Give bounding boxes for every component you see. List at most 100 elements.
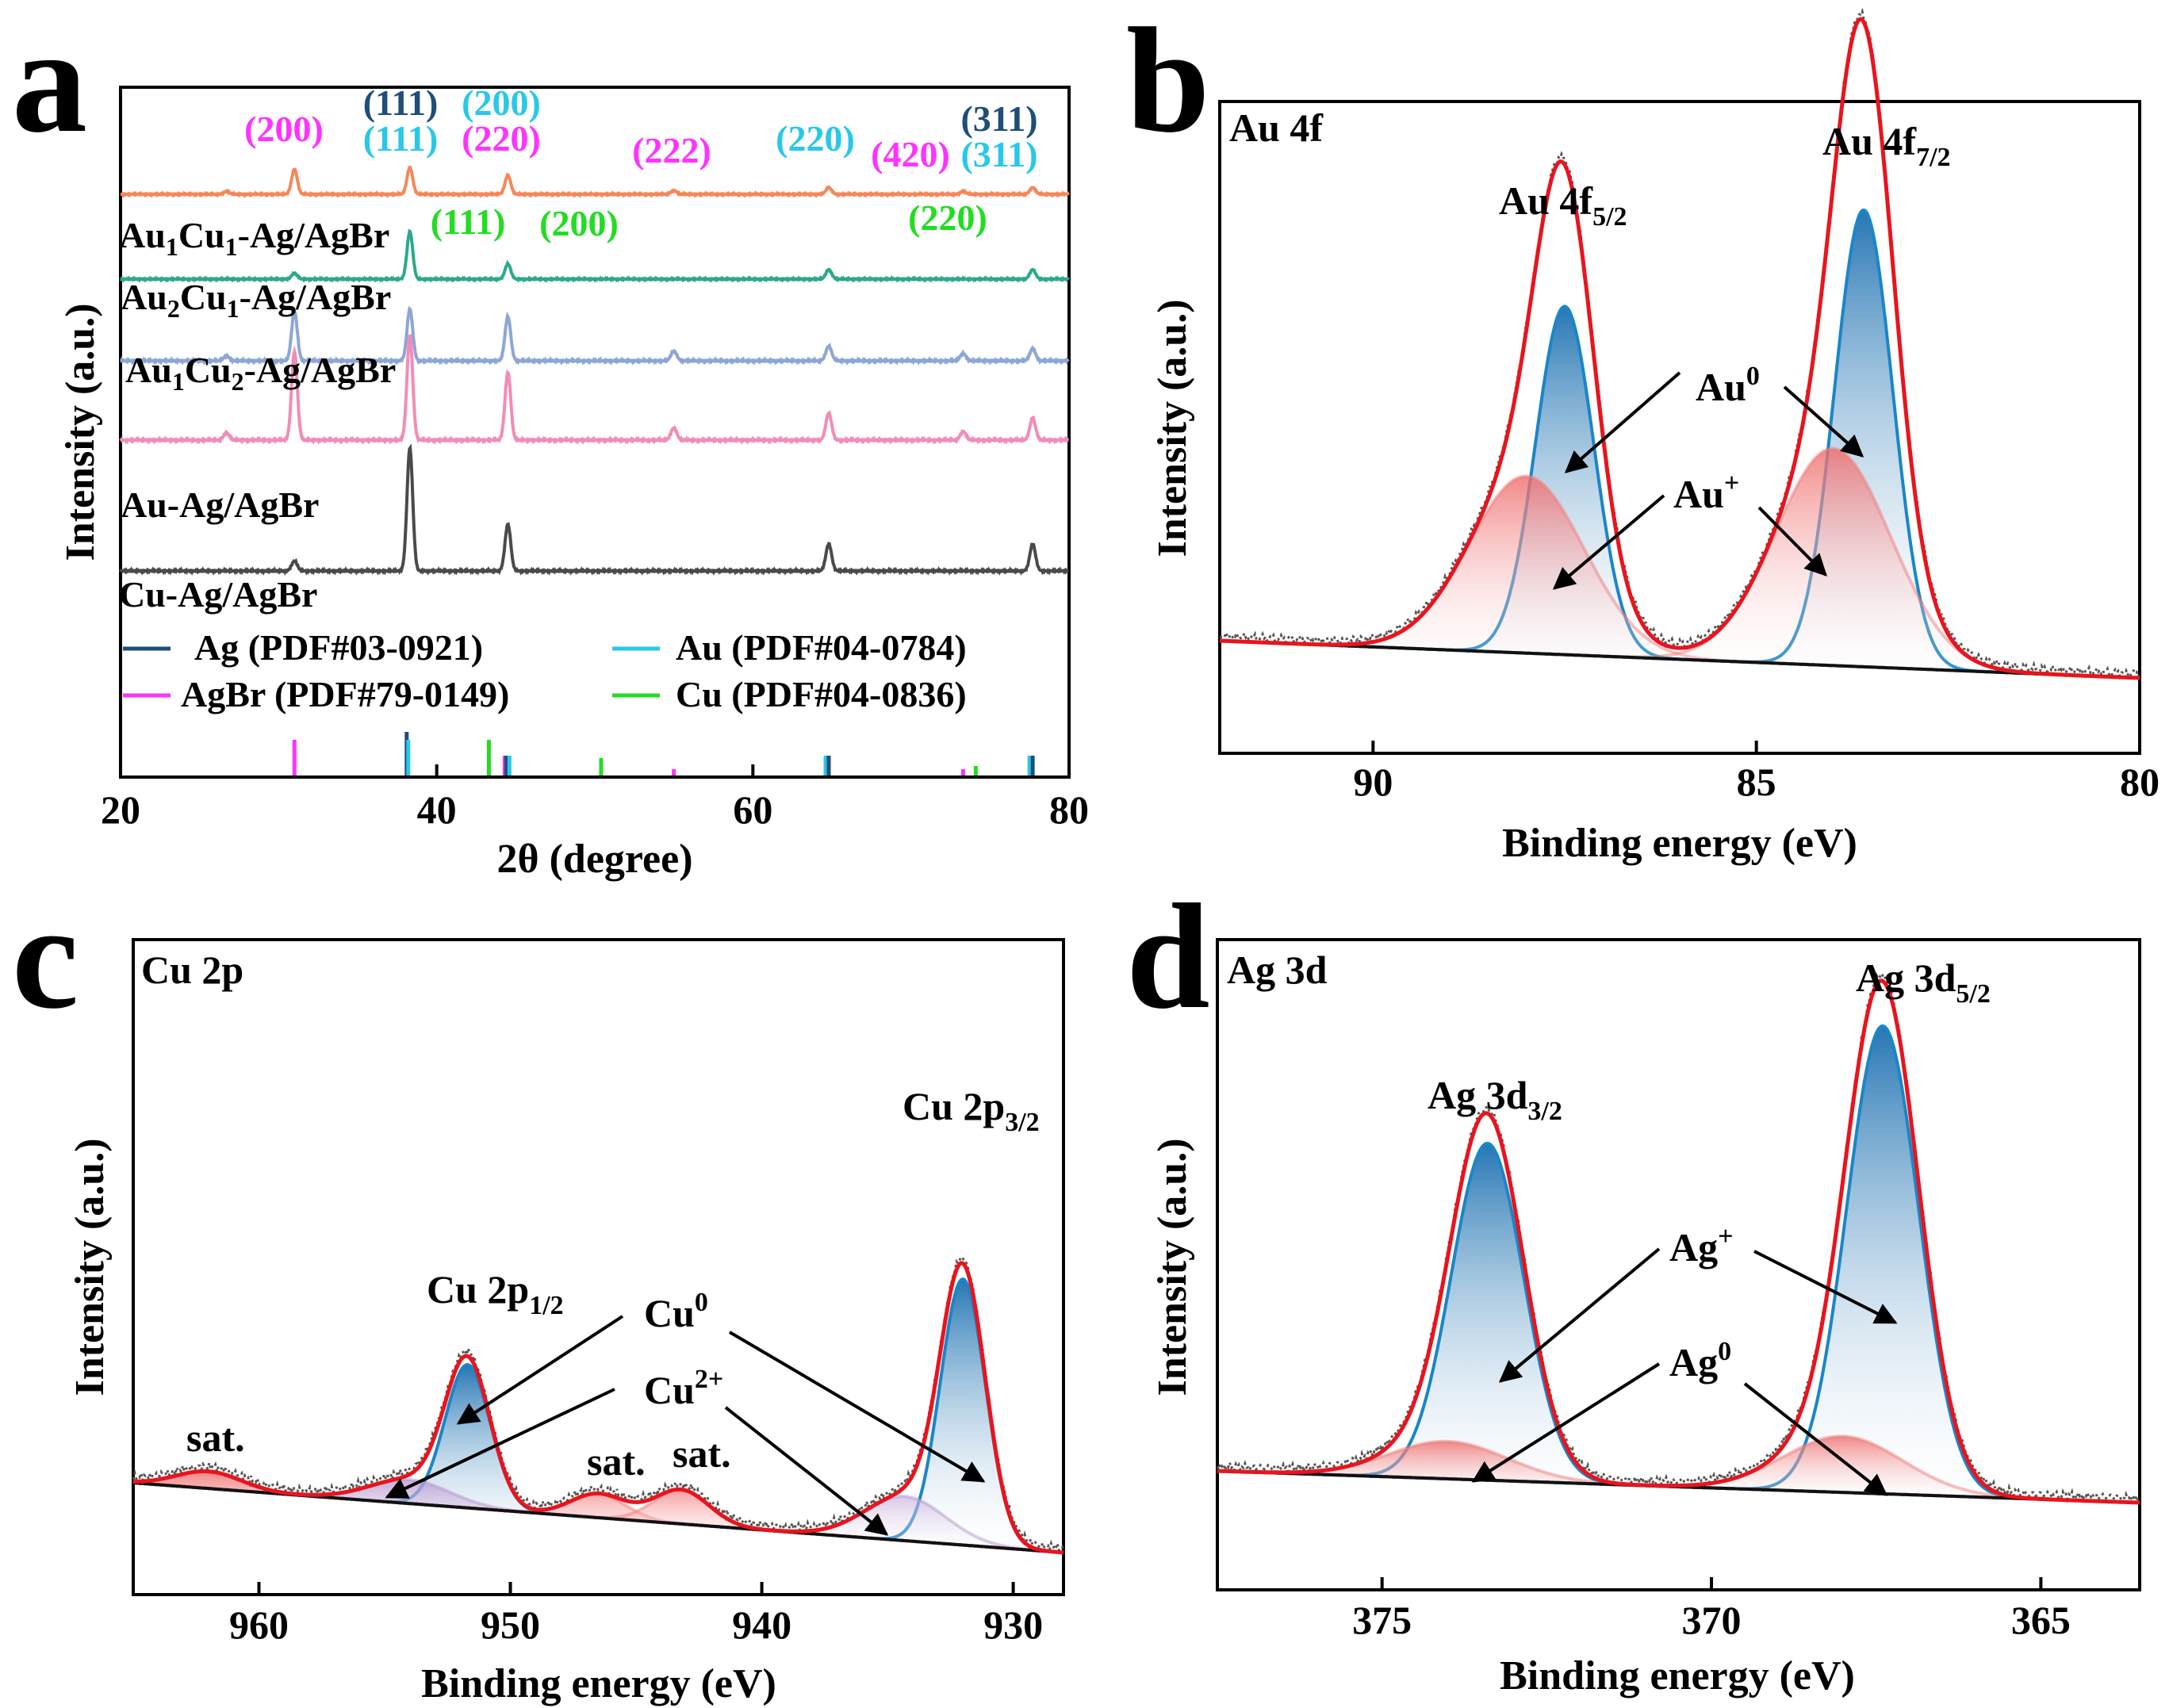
y-axis-label-d: Intensity (a.u.): [1150, 1138, 1195, 1396]
panel-title-d: Ag 3d: [1227, 948, 1328, 992]
x-tick-label: 960: [229, 1603, 289, 1647]
y-axis-label-c: Intensity (a.u.): [67, 1138, 113, 1396]
hkl-label: (220): [462, 118, 541, 159]
envelope-fit-line: [133, 1261, 1064, 1555]
peak-label: Cu 2p1/2: [427, 1267, 564, 1320]
hkl-label: (220): [776, 118, 855, 159]
component-label: Au+: [1673, 469, 1739, 516]
raw-data-line: [1216, 971, 2141, 1505]
x-tick-label: 60: [733, 787, 772, 832]
x-tick-label: 80: [1049, 787, 1089, 832]
x-tick-label: 20: [101, 787, 140, 832]
panel-letter-b: b: [1126, 0, 1210, 164]
reference-legend: Ag (PDF#03-0921) Au (PDF#04-0784) AgBr (…: [123, 627, 967, 714]
peak-label: Ag 3d3/2: [1428, 1073, 1562, 1126]
hkl-label: (111): [431, 201, 506, 242]
hkl-label: (200): [539, 203, 619, 243]
x-tick-label: 940: [732, 1603, 791, 1647]
x-ticks-b: 90 85 80: [1353, 741, 2160, 804]
x-tick-label: 40: [417, 787, 457, 832]
xrd-patterns: [119, 165, 1070, 576]
legend-label: AgBr (PDF#79-0149): [181, 674, 509, 714]
y-axis-label-b: Intensity (a.u.): [1150, 299, 1195, 557]
component-line: [1219, 208, 2140, 680]
x-axis-label-b: Binding energy (eV): [1502, 821, 1857, 866]
x-tick-label: 370: [1682, 1598, 1742, 1642]
xps-ag3d-fit: [1216, 971, 2141, 1505]
xrd-series-line: [119, 443, 1069, 576]
component-fill: [1220, 209, 2140, 678]
x-tick-label: 930: [983, 1603, 1043, 1647]
x-ticks-c: 960 950 940 930: [229, 1582, 1043, 1647]
raw-data-line: [132, 1255, 1065, 1555]
component-fill: [1217, 1441, 2140, 1503]
y-axis-label-a: Intensity (a.u.): [58, 303, 103, 561]
xps-cu2p-fit: [132, 1255, 1065, 1555]
arrows-b: [1552, 371, 1864, 590]
panel-title-c: Cu 2p: [141, 948, 243, 992]
legend-label: Au (PDF#04-0784): [676, 627, 967, 668]
x-ticks-a: 20 40 60 80: [101, 764, 1089, 832]
component-fill: [1220, 476, 2140, 678]
raw-data-line: [1219, 7, 2141, 681]
panel-letter-d: d: [1126, 874, 1210, 1040]
component-fill: [133, 1279, 1064, 1553]
series-label: Au1Cu2-Ag/AgBr: [125, 350, 396, 396]
hkl-annotations: (200) (111) (111) (200) (220) (222) (220…: [244, 82, 1037, 243]
component-fill: [133, 1471, 1064, 1553]
peak-label: Au 4f7/2: [1822, 119, 1951, 172]
hkl-label: (311): [960, 98, 1037, 139]
panel-a-xrd: a 20 40 60 80 2θ (degree) Intensity (a.u.) …: [12, 0, 1089, 882]
hkl-label: (311): [960, 134, 1037, 174]
component-line: [1217, 1141, 2140, 1504]
x-tick-label: 950: [481, 1603, 540, 1647]
xps-au4f-fit: [1219, 7, 2141, 681]
peak-label: Ag 3d5/2: [1856, 955, 1991, 1009]
x-tick-label: 80: [2120, 760, 2160, 804]
component-fill: [133, 1479, 1064, 1553]
x-axis-label-c: Binding energy (eV): [421, 1661, 776, 1706]
xrd-series-line: [119, 334, 1070, 445]
component-fill: [1220, 448, 2140, 678]
component-label: Au0: [1696, 362, 1760, 409]
peak-label: Au 4f5/2: [1499, 178, 1627, 232]
sat-label: sat.: [186, 1415, 245, 1460]
hkl-label: (200): [462, 82, 541, 123]
component-label: Cu0: [644, 1288, 708, 1335]
hkl-label: (111): [363, 118, 439, 159]
component-fill: [1217, 1436, 2140, 1503]
series-label: Au1Cu1-Ag/AgBr: [119, 215, 389, 261]
hkl-label: (220): [908, 197, 987, 238]
series-labels-a: Au1Cu1-Ag/AgBr Au2Cu1-Ag/AgBr Au1Cu2-Ag/…: [119, 215, 396, 615]
x-tick-label: 375: [1352, 1598, 1412, 1642]
x-tick-label: 90: [1353, 760, 1393, 804]
component-label: Cu2+: [644, 1365, 723, 1412]
panel-letter-c: c: [12, 874, 79, 1040]
plot-frame-c: [132, 938, 1065, 1596]
plot-frame-d: [1216, 938, 2141, 1591]
series-label: Au2Cu1-Ag/AgBr: [121, 277, 391, 323]
x-tick-label: 85: [1737, 760, 1776, 804]
series-label: Au-Ag/AgBr: [121, 484, 319, 525]
panel-d-ag3d: d 375 370 365 Ag 3d Binding energy (eV) In…: [1126, 874, 2141, 1698]
sat-label: sat.: [587, 1439, 646, 1484]
xrd-series-line: [119, 305, 1070, 366]
legend-label: Ag (PDF#03-0921): [194, 627, 483, 668]
component-label: Ag+: [1669, 1222, 1733, 1270]
panel-c-cu2p: c 960 950 940 930 Cu 2p Binding energy (eV)…: [12, 874, 1065, 1706]
panel-title-b: Au 4f: [1229, 105, 1324, 150]
component-fill: [1217, 1143, 2140, 1503]
xrd-series-line: [120, 228, 1070, 283]
plot-frame-a: [119, 86, 1071, 779]
x-ticks-d: 375 370 365: [1352, 1577, 2071, 1642]
hkl-label: (420): [871, 134, 950, 174]
envelope-fit-line: [1217, 978, 2140, 1505]
legend-label: Cu (PDF#04-0836): [676, 674, 967, 714]
xrd-series-line: [121, 165, 1070, 199]
hkl-label: (200): [244, 109, 324, 149]
arrows-d: [1471, 1247, 1898, 1496]
x-axis-label-d: Binding energy (eV): [1500, 1653, 1855, 1698]
series-label: Cu-Ag/AgBr: [119, 574, 317, 615]
hkl-label: (111): [363, 82, 439, 123]
